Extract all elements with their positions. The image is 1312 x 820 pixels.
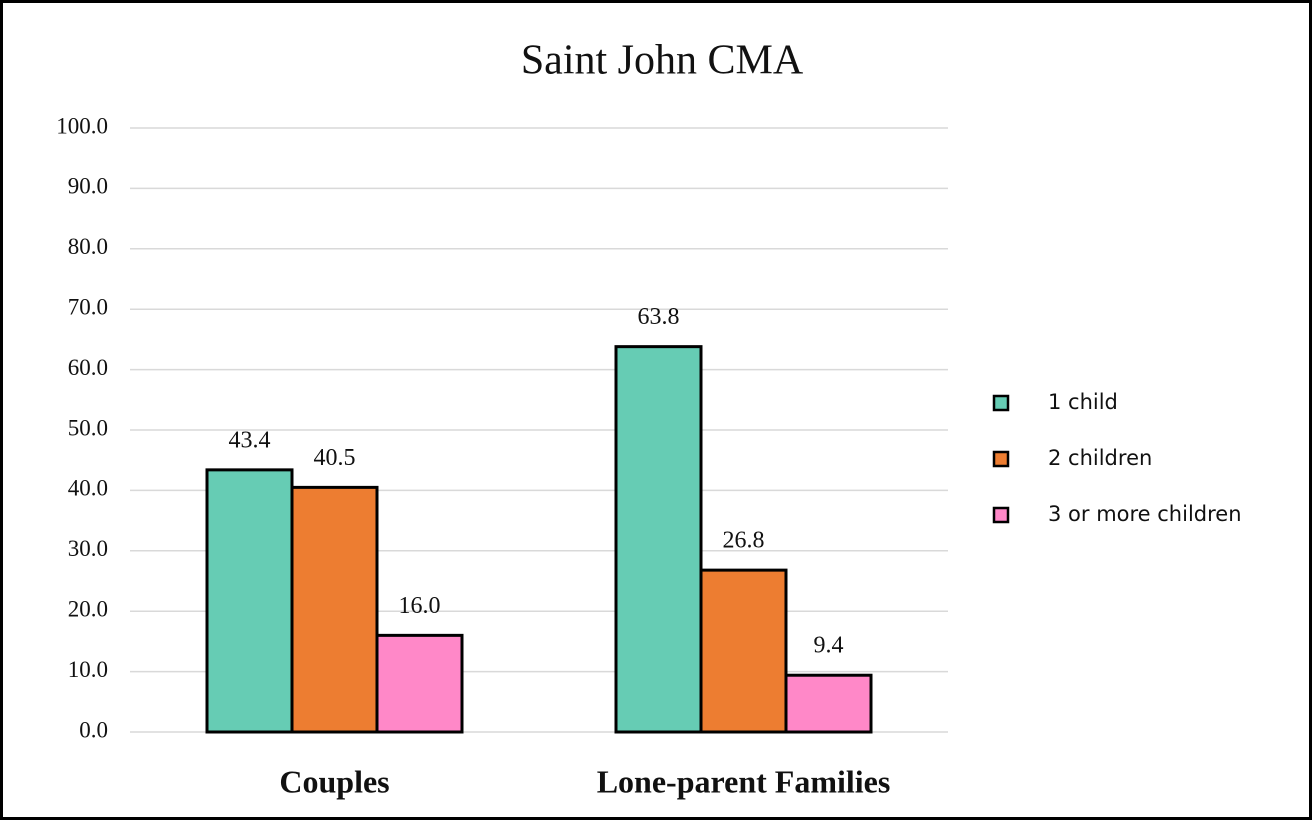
y-tick-label: 30.0 [68,536,108,561]
data-label: 16.0 [399,593,441,619]
y-tick-label: 60.0 [68,355,108,380]
x-tick-label: Lone-parent Families [597,763,891,799]
data-label: 9.4 [814,633,844,659]
bar [784,673,873,734]
legend-label: 2 children [1048,446,1152,470]
chart-title: Saint John CMA [521,38,804,84]
data-label: 63.8 [638,304,680,330]
y-tick-label: 0.0 [79,717,108,742]
data-label: 26.8 [723,528,765,554]
legend-label: 1 child [1048,390,1118,414]
bar [699,568,788,734]
data-label: 40.5 [314,445,356,471]
data-label: 43.4 [229,427,271,453]
y-tick-label: 40.0 [68,476,108,501]
y-tick-label: 70.0 [68,294,108,319]
legend-swatch [992,506,1010,524]
y-tick-label: 10.0 [68,657,108,682]
y-tick-label: 20.0 [68,596,108,621]
y-tick-label: 100.0 [56,113,108,138]
bar [205,468,294,734]
bar [375,633,464,734]
legend-label: 3 or more children [1048,502,1242,526]
legend-swatch [992,394,1010,412]
x-tick-label: Couples [279,763,389,799]
legend-swatch [992,450,1010,468]
y-tick-label: 50.0 [68,415,108,440]
bar [614,345,703,734]
bar [290,485,379,734]
y-tick-label: 80.0 [68,234,108,259]
y-tick-label: 90.0 [68,174,108,199]
